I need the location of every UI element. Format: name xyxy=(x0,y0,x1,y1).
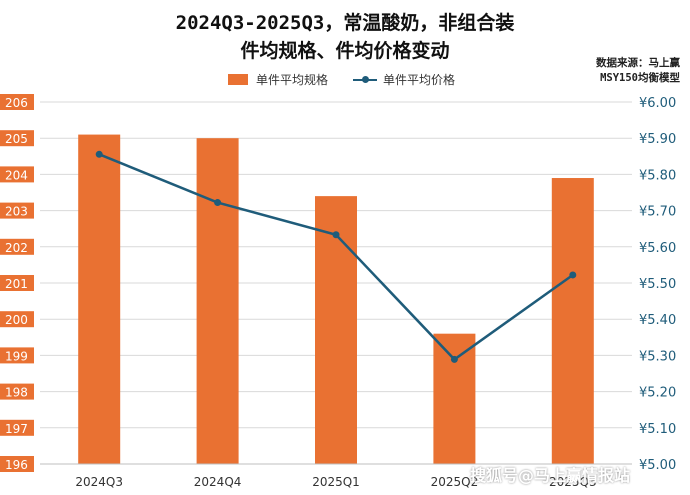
right-tick-label: ¥5.70 xyxy=(639,205,676,220)
x-tick-label: 2024Q4 xyxy=(194,475,242,489)
left-tick-bg xyxy=(0,456,34,472)
legend-bar: 单件平均规格 xyxy=(228,71,328,88)
left-tick-label: 198 xyxy=(5,386,28,400)
legend-line: 单件平均价格 xyxy=(353,71,455,88)
bar xyxy=(196,138,239,464)
legend-bar-label: 单件平均规格 xyxy=(256,73,329,87)
left-tick-label: 203 xyxy=(5,205,28,219)
left-tick-bg xyxy=(0,238,34,255)
chart-title-line2: 件均规格、件均价格变动 xyxy=(240,40,450,62)
left-tick-bg xyxy=(0,311,34,328)
price-point xyxy=(569,271,577,279)
right-tick-label: ¥5.90 xyxy=(639,132,676,147)
bar xyxy=(551,178,594,464)
right-tick-label: ¥5.80 xyxy=(639,168,676,183)
left-tick-bg xyxy=(0,419,34,436)
right-tick-label: ¥5.40 xyxy=(639,313,676,328)
right-tick-label: ¥6.00 xyxy=(639,96,676,111)
right-tick-label: ¥5.30 xyxy=(639,349,676,364)
x-tick-label: 2024Q3 xyxy=(75,475,123,489)
price-point xyxy=(214,199,222,207)
price-point xyxy=(332,231,340,239)
left-tick-bg xyxy=(0,275,34,291)
left-tick-bg xyxy=(0,130,34,147)
bar xyxy=(78,134,121,464)
legend-bar-swatch xyxy=(228,74,248,85)
left-tick-label: 196 xyxy=(5,458,28,472)
right-tick-label: ¥5.00 xyxy=(639,458,676,473)
right-tick-label: ¥5.20 xyxy=(639,386,676,401)
left-tick-label: 199 xyxy=(5,349,28,363)
left-tick-label: 201 xyxy=(5,277,28,291)
left-tick-label: 206 xyxy=(5,96,28,110)
left-tick-bg xyxy=(0,94,34,110)
price-point xyxy=(95,150,103,158)
left-tick-bg xyxy=(0,202,34,219)
legend-line-swatch xyxy=(353,74,377,85)
left-tick-label: 205 xyxy=(5,132,28,146)
left-tick-bg xyxy=(0,166,34,183)
left-tick-bg xyxy=(0,347,34,364)
right-tick-label: ¥5.50 xyxy=(639,277,676,292)
chart-title-line1: 2024Q3-2025Q3，常温酸奶，非组合装 xyxy=(175,12,515,34)
bar xyxy=(433,333,476,464)
x-tick-label: 2025Q2 xyxy=(431,475,479,489)
watermark: 搜狐号@马上赢情报站 xyxy=(469,466,630,485)
bar xyxy=(315,196,357,464)
legend-line-label: 单件平均价格 xyxy=(383,73,456,87)
left-tick-label: 204 xyxy=(5,168,28,182)
x-tick-label: 2025Q1 xyxy=(312,475,360,489)
model-label: MSY150均衡模型 xyxy=(600,72,680,84)
left-tick-label: 202 xyxy=(5,241,28,255)
left-tick-bg xyxy=(0,383,34,400)
left-tick-label: 197 xyxy=(5,422,28,436)
source-label: 数据来源：马上赢 xyxy=(596,57,680,69)
left-tick-label: 200 xyxy=(5,313,28,327)
x-tick-label: 2025Q3 xyxy=(549,475,597,489)
right-tick-label: ¥5.60 xyxy=(639,241,676,256)
right-tick-label: ¥5.10 xyxy=(639,422,676,437)
price-point xyxy=(450,355,458,363)
